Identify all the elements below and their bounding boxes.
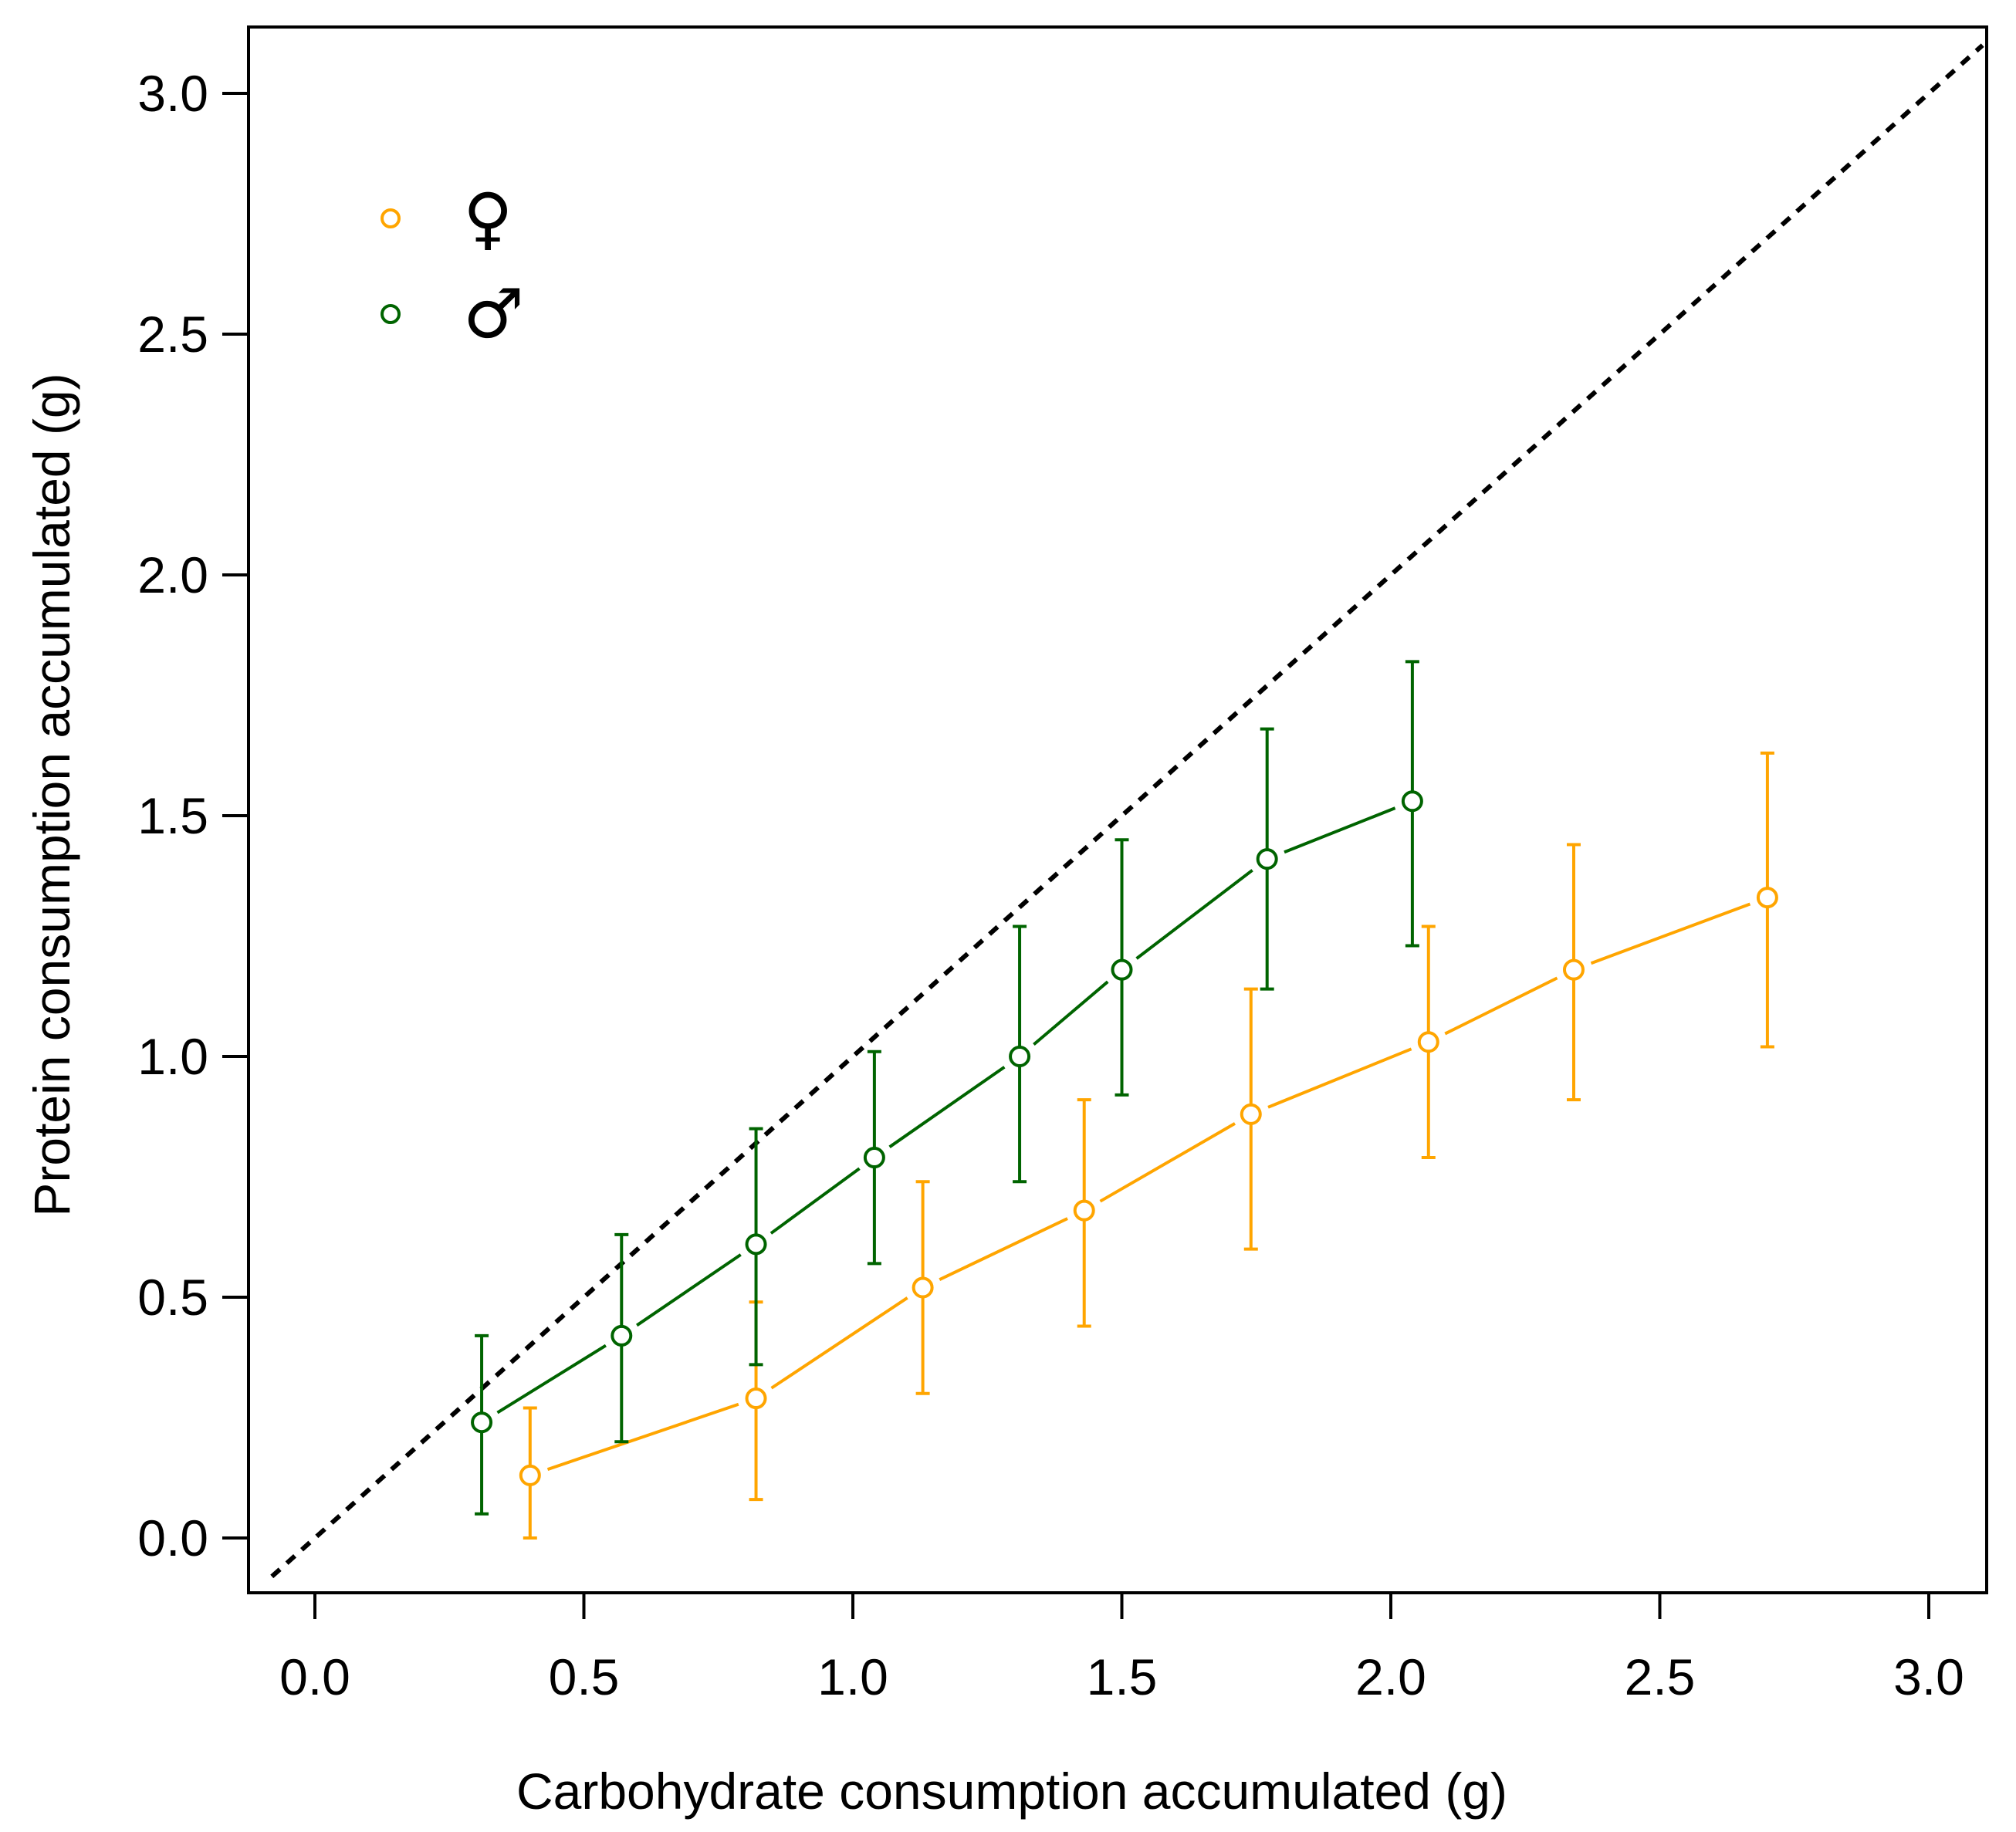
series-line-segment bbox=[1099, 1122, 1236, 1203]
data-point bbox=[1240, 1103, 1262, 1125]
data-point bbox=[1256, 848, 1278, 870]
data-point bbox=[1756, 887, 1778, 909]
plot-frame bbox=[247, 25, 1988, 1594]
x-tick-label: 2.0 bbox=[1355, 1648, 1426, 1705]
series-line-segment bbox=[939, 1217, 1068, 1281]
series-line-segment bbox=[770, 1296, 908, 1390]
data-point bbox=[745, 1233, 767, 1256]
x-tick-label: 0.5 bbox=[549, 1648, 620, 1705]
data-point bbox=[519, 1464, 541, 1486]
y-axis: 0.0 0.5 1.0 1.5 2.0 2.5 3.0 bbox=[137, 65, 249, 1567]
data-point bbox=[745, 1388, 767, 1410]
data-point bbox=[1562, 958, 1585, 981]
y-tick-label: 2.0 bbox=[137, 546, 208, 603]
data-point bbox=[1111, 958, 1133, 981]
y-tick-label: 0.0 bbox=[137, 1509, 208, 1567]
series-line-segment bbox=[1284, 806, 1396, 854]
y-tick-label: 3.0 bbox=[137, 65, 208, 122]
x-tick-label: 1.0 bbox=[817, 1648, 888, 1705]
data-point bbox=[471, 1411, 493, 1434]
series-line-segment bbox=[546, 1402, 739, 1472]
data-point bbox=[611, 1324, 633, 1347]
legend-marker bbox=[381, 304, 401, 324]
series-line-segment bbox=[636, 1253, 742, 1327]
x-axis-title: Carbohydrate consumption accumulated (g) bbox=[516, 1763, 1507, 1820]
series-layer bbox=[471, 660, 1778, 1540]
x-tick-label: 1.5 bbox=[1087, 1648, 1158, 1705]
series-line-segment bbox=[888, 1066, 1006, 1148]
y-tick-label: 2.5 bbox=[137, 306, 208, 363]
legend-label: ♀ bbox=[463, 178, 512, 258]
x-tick-label: 0.0 bbox=[279, 1648, 350, 1705]
series-line-segment bbox=[1135, 869, 1253, 960]
x-axis: 0.0 0.5 1.0 1.5 2.0 2.5 3.0 bbox=[279, 1593, 1964, 1705]
x-tick-label: 3.0 bbox=[1893, 1648, 1964, 1705]
series-line-segment bbox=[1033, 980, 1109, 1046]
data-point bbox=[1417, 1031, 1439, 1053]
series-line-segment bbox=[770, 1167, 861, 1235]
series-female bbox=[519, 751, 1778, 1540]
data-point bbox=[1009, 1046, 1031, 1067]
legend-marker bbox=[381, 208, 401, 228]
series-line-segment bbox=[496, 1344, 607, 1415]
series-male bbox=[471, 660, 1423, 1516]
data-point bbox=[863, 1147, 885, 1169]
series-line-segment bbox=[1444, 976, 1558, 1036]
y-axis-title: Protein consumption accumulated (g) bbox=[23, 373, 80, 1216]
reference-line bbox=[270, 43, 1984, 1579]
series-line-segment bbox=[1267, 1047, 1412, 1109]
data-point bbox=[912, 1276, 934, 1299]
legend: ♀♂ bbox=[381, 178, 524, 353]
data-point bbox=[1073, 1199, 1095, 1222]
y-tick-label: 1.5 bbox=[137, 787, 208, 844]
legend-label: ♂ bbox=[463, 274, 524, 353]
series-line-segment bbox=[1590, 902, 1751, 965]
data-point bbox=[1401, 790, 1423, 813]
x-tick-label: 2.5 bbox=[1625, 1648, 1696, 1705]
y-tick-label: 1.0 bbox=[137, 1028, 208, 1085]
y-tick-label: 0.5 bbox=[137, 1269, 208, 1326]
